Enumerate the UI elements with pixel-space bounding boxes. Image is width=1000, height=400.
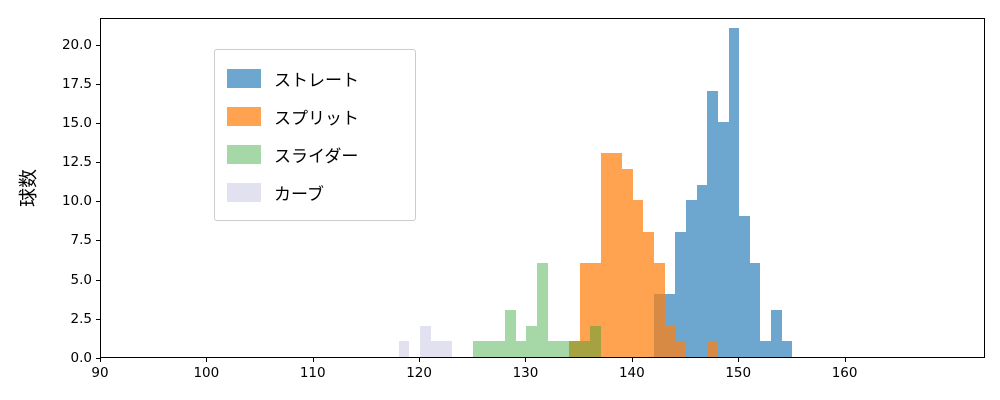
y-tick-label-7.5: 7.5 [70, 232, 92, 249]
bar-straight-148 [717, 121, 729, 357]
legend-label-straight: ストレート [274, 70, 359, 91]
legend-swatch-slider [227, 144, 261, 164]
legend-item-slider: スライダー [227, 135, 403, 173]
bar-slider-126 [483, 341, 495, 357]
legend: ストレート スプリット スライダー カーブ [214, 49, 416, 221]
bar-straight-153 [771, 310, 782, 357]
bar-slider-135 [579, 341, 591, 357]
legend-swatch-split [227, 106, 261, 126]
bar-split-138 [611, 153, 623, 357]
legend-item-split: スプリット [227, 97, 403, 135]
bar-straight-143 [664, 294, 676, 357]
y-tick-label-20.0: 20.0 [61, 36, 92, 53]
y-tick-label-15.0: 15.0 [61, 114, 92, 131]
bar-split-142 [654, 263, 665, 357]
y-tick-label-2.5: 2.5 [70, 310, 92, 327]
bar-curve-121 [430, 341, 442, 357]
bar-split-134 [569, 341, 580, 357]
x-tick-label-130: 130 [512, 365, 539, 381]
legend-label-curve: カーブ [274, 184, 324, 205]
bar-straight-147 [707, 90, 718, 357]
y-tick-mark-2.5 [96, 318, 100, 320]
bar-straight-146 [696, 184, 708, 357]
x-tick-label-100: 100 [193, 365, 220, 381]
bar-split-143 [664, 325, 676, 357]
legend-label-slider: スライダー [274, 146, 359, 167]
bar-straight-151 [749, 263, 761, 357]
x-tick-label-110: 110 [299, 365, 326, 381]
bar-slider-127 [494, 341, 506, 357]
bar-slider-136 [590, 325, 601, 357]
bar-split-139 [622, 168, 633, 357]
x-tick-label-150: 150 [725, 365, 752, 381]
y-tick-mark-5.0 [96, 279, 100, 281]
y-tick-label-5.0: 5.0 [70, 271, 92, 288]
x-tick-mark-160 [844, 358, 846, 362]
y-tick-label-17.5: 17.5 [61, 75, 92, 92]
x-tick-label-160: 160 [831, 365, 858, 381]
bar-curve-120 [420, 325, 431, 357]
bar-slider-125 [473, 341, 484, 357]
bar-split-140 [632, 200, 644, 357]
y-tick-mark-15.0 [96, 122, 100, 124]
bar-slider-130 [526, 325, 538, 357]
y-tick-mark-0.0 [96, 358, 100, 359]
y-axis-label: 球数 [17, 168, 40, 208]
bar-split-144 [675, 341, 687, 357]
bar-slider-129 [515, 341, 527, 357]
x-tick-mark-140 [631, 358, 633, 362]
y-tick-mark-17.5 [96, 83, 100, 85]
bar-split-137 [600, 153, 612, 357]
bars-layer [101, 19, 984, 357]
bar-curve-118 [398, 341, 410, 357]
legend-item-curve: カーブ [227, 173, 403, 211]
bar-straight-150 [739, 216, 750, 357]
legend-label-split: スプリット [274, 108, 359, 129]
bar-slider-128 [505, 310, 516, 357]
legend-swatch-straight [227, 68, 261, 88]
bar-split-147 [707, 341, 718, 357]
plot-area: ストレート スプリット スライダー カーブ [100, 18, 985, 358]
x-tick-mark-120 [419, 358, 421, 362]
y-tick-mark-12.5 [96, 162, 100, 164]
bar-split-135 [579, 263, 591, 357]
bar-straight-145 [686, 200, 697, 357]
y-tick-label-10.0: 10.0 [61, 193, 92, 210]
x-tick-mark-150 [738, 358, 740, 362]
x-tick-label-90: 90 [91, 365, 109, 381]
bar-slider-133 [558, 341, 570, 357]
y-tick-mark-20.0 [96, 44, 100, 46]
bar-curve-122 [441, 341, 452, 357]
bar-slider-134 [569, 341, 580, 357]
bar-straight-144 [675, 231, 687, 357]
x-tick-mark-130 [525, 358, 527, 362]
bar-straight-152 [760, 341, 772, 357]
bar-split-141 [643, 231, 655, 357]
x-tick-mark-110 [312, 358, 314, 362]
y-tick-label-0.0: 0.0 [70, 350, 92, 366]
y-tick-mark-7.5 [96, 240, 100, 242]
x-tick-label-120: 120 [406, 365, 432, 381]
y-tick-mark-10.0 [96, 201, 100, 203]
bar-split-136 [590, 263, 601, 357]
y-tick-label-12.5: 12.5 [61, 154, 92, 171]
bar-slider-132 [547, 341, 559, 357]
legend-item-straight: ストレート [227, 59, 403, 97]
x-tick-mark-90 [100, 358, 101, 362]
legend-swatch-curve [227, 182, 261, 202]
bar-straight-149 [728, 27, 740, 357]
bar-straight-154 [781, 341, 793, 357]
bar-slider-131 [537, 263, 548, 357]
x-tick-label-140: 140 [618, 365, 645, 381]
x-tick-mark-100 [206, 358, 208, 362]
